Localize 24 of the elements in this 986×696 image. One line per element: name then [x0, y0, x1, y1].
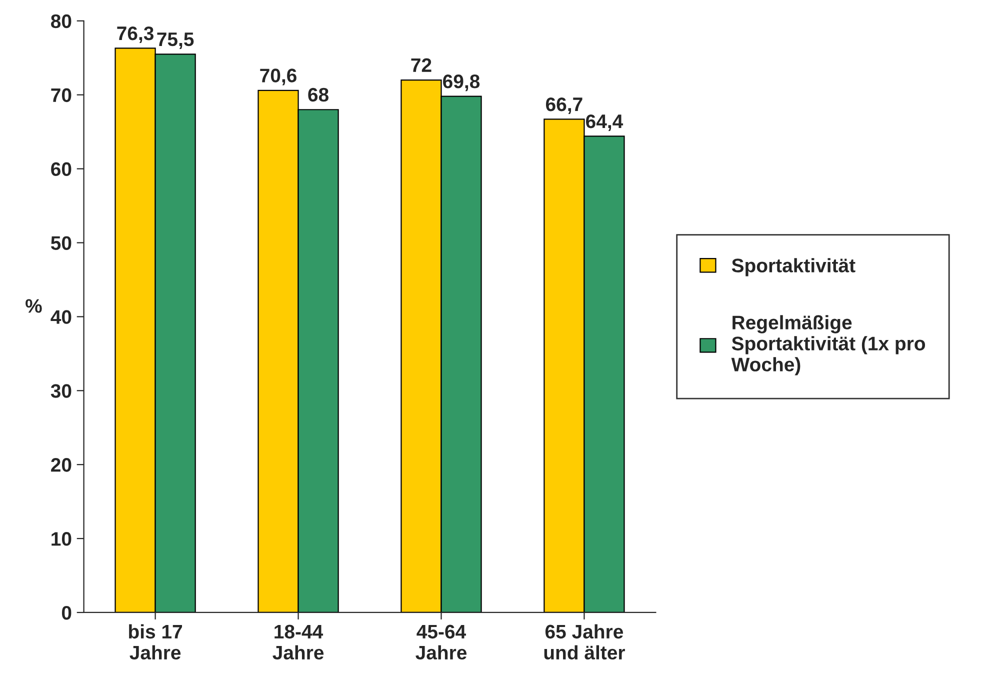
- x-tick-label: bis 17 Jahre: [129, 624, 182, 660]
- data-label: 64,4: [586, 114, 624, 132]
- y-axis-title: %: [26, 299, 42, 313]
- data-label: 72: [411, 58, 432, 72]
- y-tick-label: 20: [51, 458, 72, 472]
- y-tick-label: 10: [52, 532, 72, 546]
- y-tick-label: 40: [50, 310, 72, 324]
- y-tick-label: 70: [51, 88, 72, 102]
- legend-label: Sportaktivität: [732, 258, 856, 276]
- y-tick-label: 80: [50, 14, 72, 28]
- legend-label: Regelmäßige Sportaktivität (1x pro Woche): [731, 315, 926, 376]
- y-tick-label: 50: [50, 236, 72, 250]
- y-tick-label: 60: [51, 162, 72, 176]
- x-tick-label: 65 Jahre und älter: [544, 624, 625, 660]
- data-label: 66,7: [546, 97, 582, 114]
- y-tick-label: 30: [50, 384, 72, 398]
- x-tick-label: 45-64 Jahre: [416, 624, 467, 660]
- data-label: 69,8: [443, 74, 480, 92]
- data-label: 70,6: [260, 68, 296, 86]
- x-tick-label: 18-44 Jahre: [272, 624, 324, 660]
- y-tick-label: 0: [62, 606, 72, 620]
- data-label: 76,3: [117, 26, 154, 44]
- data-label: 75,5: [157, 32, 194, 49]
- data-label: 68: [308, 88, 328, 102]
